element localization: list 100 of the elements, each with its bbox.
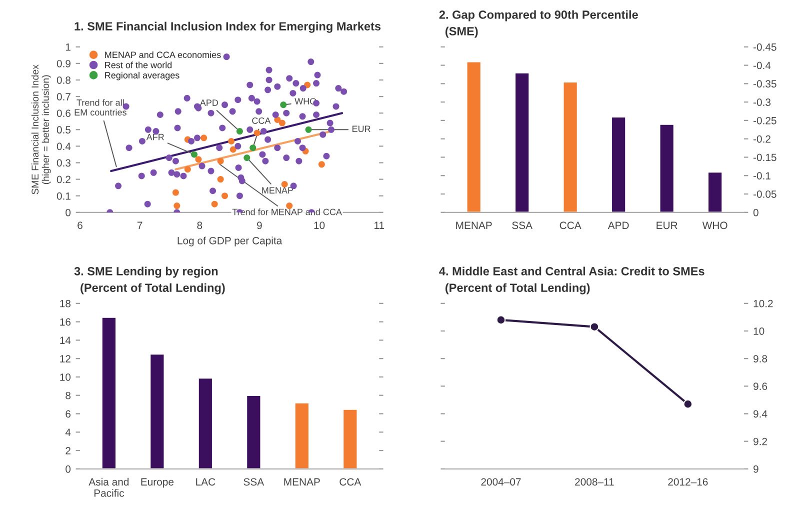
point — [683, 399, 693, 409]
x-tick-label: 8 — [197, 222, 202, 230]
point — [195, 156, 202, 163]
x-tick-label: 2004–07 — [481, 478, 521, 486]
bar — [197, 377, 214, 469]
y2-tick-label: -0.1 — [753, 172, 770, 180]
y-tick-label: 0.2 — [56, 176, 70, 184]
x-tick-label: Asia and Pacific — [88, 478, 129, 497]
point — [590, 322, 600, 332]
y2-tick-label: 9.8 — [754, 355, 768, 362]
y-tick-label: 0.8 — [56, 76, 71, 84]
chart-title: 4. Middle East and Central Asia: Credit to SMEs — [439, 266, 704, 276]
y-tick-label: 0.1 — [56, 192, 70, 200]
chart-title: 2. Gap Compared to 90th Percentile — [439, 10, 638, 22]
legend-label: Regional averages — [105, 72, 180, 80]
point — [244, 154, 250, 162]
y2-tick-label: -0.2 — [753, 135, 770, 143]
point — [278, 120, 286, 126]
x-tick-label: SSA — [512, 222, 532, 230]
chart-subtitle: (Percent of Total Lending) — [445, 283, 590, 294]
x-tick-label: 2008–11 — [575, 478, 614, 486]
y2-tick-label: -0.3 — [753, 98, 771, 106]
point — [174, 202, 180, 210]
x-axis-title: Log of GDP per Capita — [178, 236, 282, 246]
point — [172, 189, 179, 196]
point — [318, 161, 325, 168]
point — [217, 158, 224, 164]
point — [236, 128, 243, 135]
point — [222, 192, 228, 200]
point — [230, 146, 236, 153]
y2-tick-label: 9 — [754, 465, 758, 473]
x-tick-label: 11 — [374, 222, 384, 229]
x-tick-label: EUR — [656, 222, 678, 230]
annotation: AFR — [146, 134, 164, 140]
x-tick-label: MENAP — [456, 222, 492, 229]
annotation: CCA — [252, 117, 271, 124]
point — [250, 144, 256, 152]
x-tick-label: 2012–16 — [668, 478, 708, 486]
annotation: MENAP — [262, 187, 294, 194]
x-tick-label: 6 — [78, 222, 82, 230]
y-tick-label: 0.6 — [56, 110, 71, 117]
annotation: Trend for all EM countries — [74, 99, 126, 116]
chart-title: 1. SME Financial Inclusion Index for Emerging Markets — [74, 22, 381, 33]
x-tick-label: APD — [608, 222, 629, 229]
x-tick-label: SSA — [244, 478, 264, 486]
x-tick-label: 9 — [257, 222, 262, 230]
bar — [342, 408, 358, 469]
chart-title: 3. SME Lending by region — [74, 266, 218, 278]
y-tick-label: 0.7 — [56, 93, 70, 100]
x-tick-label: WHO — [702, 222, 728, 230]
y-tick-label: 12 — [60, 355, 70, 362]
x-tick-label: CCA — [340, 478, 362, 486]
x-tick-label: 10 — [314, 222, 325, 230]
point — [184, 166, 191, 173]
x-tick-label: Europe — [141, 478, 174, 488]
y-tick-label: 0.9 — [56, 60, 70, 68]
y-tick-label: 2 — [66, 447, 70, 454]
x-tick-label: LAC — [196, 478, 216, 486]
y2-tick-label: -0.4 — [753, 62, 771, 70]
y-tick-label: 8 — [66, 392, 71, 400]
y-tick-label: 1 — [66, 44, 70, 51]
y-tick-label: 0.5 — [56, 126, 71, 134]
point — [305, 126, 312, 133]
point — [228, 138, 235, 144]
annotation: APD — [200, 100, 218, 106]
chart-subtitle: (Percent of Total Lending) — [80, 283, 225, 294]
bar — [294, 402, 310, 469]
point — [496, 315, 506, 325]
y2-tick-label: 10.2 — [754, 300, 773, 308]
x-tick-label: 7 — [137, 222, 142, 229]
point — [191, 151, 198, 158]
legend-label: Rest of the world — [105, 62, 172, 68]
bar — [246, 394, 262, 469]
x-tick-label: MENAP — [284, 478, 320, 486]
point — [200, 134, 208, 142]
y-tick-label: 14 — [60, 336, 71, 344]
y-tick-label: 4 — [65, 428, 71, 436]
y2-tick-label: -0.25 — [753, 116, 776, 124]
annotation: EUR — [352, 126, 370, 132]
y2-tick-label: -0.45 — [753, 43, 776, 51]
point — [280, 102, 287, 108]
y2-tick-label: 10 — [754, 327, 764, 335]
y2-tick-label: -0.05 — [753, 190, 776, 198]
y-tick-label: 0.3 — [56, 159, 71, 167]
y2-tick-label: 9.2 — [754, 438, 767, 446]
y-axis-title: SME Financial Inclusion Index (higher = better inclusion) — [31, 64, 51, 194]
y-tick-label: 0.4 — [56, 142, 71, 150]
y2-tick-label: -0.15 — [753, 154, 776, 162]
point — [211, 200, 218, 208]
chart-subtitle: (SME) — [445, 26, 478, 38]
legend-label: MENAP and CCA economies — [105, 51, 221, 58]
y-tick-label: 10 — [60, 373, 71, 381]
y2-tick-label: -0.35 — [753, 80, 776, 88]
y-tick-label: 6 — [66, 410, 71, 418]
bar — [149, 353, 166, 469]
y2-tick-label: 0 — [753, 208, 758, 216]
y2-tick-label: 9.4 — [754, 410, 768, 418]
y2-tick-label: 9.6 — [754, 382, 768, 390]
y-tick-label: 0 — [66, 465, 71, 473]
y-tick-label: 16 — [60, 318, 71, 326]
